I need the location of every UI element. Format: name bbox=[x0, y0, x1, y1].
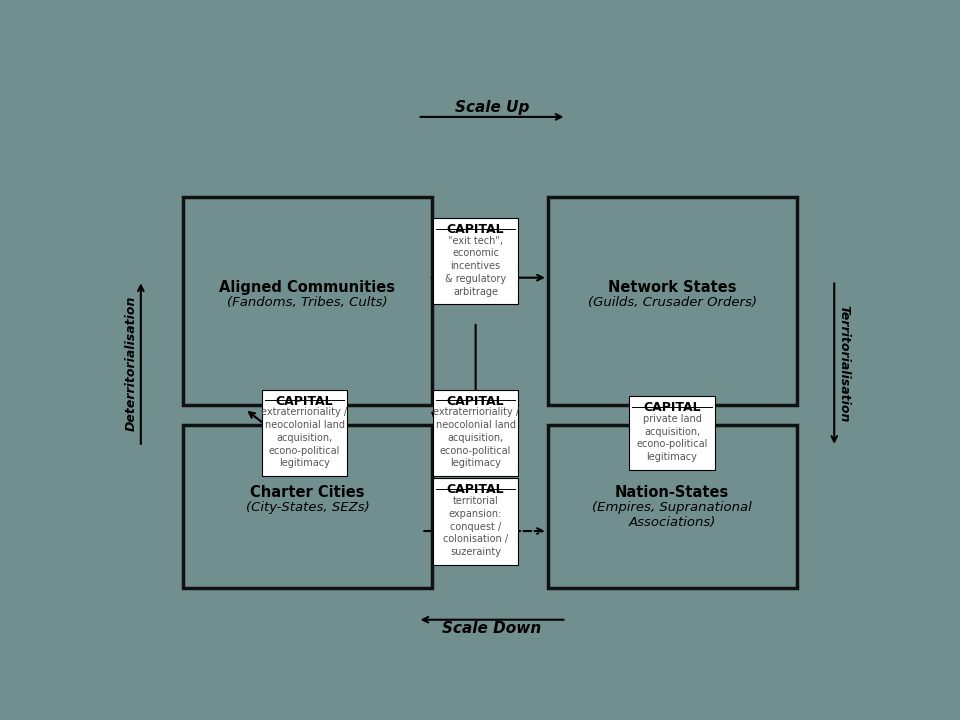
Text: Deterritorialisation: Deterritorialisation bbox=[125, 296, 137, 431]
Text: econo-political: econo-political bbox=[269, 446, 340, 456]
Bar bbox=[433, 390, 518, 476]
Text: legitimacy: legitimacy bbox=[647, 452, 698, 462]
Text: CAPITAL: CAPITAL bbox=[643, 401, 701, 414]
Text: extraterrioriality /: extraterrioriality / bbox=[261, 408, 348, 418]
Text: acquisition,: acquisition, bbox=[644, 426, 700, 436]
Text: private land: private land bbox=[642, 414, 702, 424]
Text: "exit tech",: "exit tech", bbox=[448, 235, 503, 246]
Text: acquisition,: acquisition, bbox=[447, 433, 504, 443]
Text: incentives: incentives bbox=[450, 261, 501, 271]
Bar bbox=[548, 197, 797, 405]
Text: & regulatory: & regulatory bbox=[445, 274, 506, 284]
Text: economic: economic bbox=[452, 248, 499, 258]
Text: econo-political: econo-political bbox=[440, 446, 512, 456]
Text: Associations): Associations) bbox=[629, 516, 716, 528]
Text: acquisition,: acquisition, bbox=[276, 433, 332, 443]
Text: (Guilds, Crusader Orders): (Guilds, Crusader Orders) bbox=[588, 296, 756, 309]
Text: CAPITAL: CAPITAL bbox=[446, 222, 504, 235]
Bar bbox=[548, 425, 797, 588]
Text: suzerainty: suzerainty bbox=[450, 547, 501, 557]
Bar bbox=[183, 197, 432, 405]
Text: colonisation /: colonisation / bbox=[444, 534, 508, 544]
Text: CAPITAL: CAPITAL bbox=[276, 395, 333, 408]
Bar bbox=[433, 217, 518, 305]
Text: Nation-States: Nation-States bbox=[615, 485, 730, 500]
Bar bbox=[183, 425, 432, 588]
Text: extraterrioriality /: extraterrioriality / bbox=[433, 408, 518, 418]
Text: (City-States, SEZs): (City-States, SEZs) bbox=[246, 501, 370, 514]
Text: Charter Cities: Charter Cities bbox=[251, 485, 365, 500]
Text: Scale Down: Scale Down bbox=[443, 621, 541, 636]
Bar bbox=[262, 390, 348, 476]
Text: expansion:: expansion: bbox=[449, 509, 502, 519]
Text: Territorialisation: Territorialisation bbox=[837, 305, 851, 423]
Text: neocolonial land: neocolonial land bbox=[265, 420, 345, 430]
Text: (Empires, Supranational: (Empires, Supranational bbox=[592, 501, 752, 514]
Text: conquest /: conquest / bbox=[450, 521, 501, 531]
Text: CAPITAL: CAPITAL bbox=[446, 483, 504, 496]
Text: arbitrage: arbitrage bbox=[453, 287, 498, 297]
Text: econo-political: econo-political bbox=[636, 439, 708, 449]
Text: territorial: territorial bbox=[453, 496, 498, 506]
Text: Scale Up: Scale Up bbox=[455, 100, 529, 115]
Text: neocolonial land: neocolonial land bbox=[436, 420, 516, 430]
Bar bbox=[433, 478, 518, 565]
Text: Network States: Network States bbox=[608, 280, 736, 295]
Text: legitimacy: legitimacy bbox=[450, 459, 501, 469]
Text: (Fandoms, Tribes, Cults): (Fandoms, Tribes, Cults) bbox=[228, 296, 388, 309]
Text: Aligned Communities: Aligned Communities bbox=[220, 280, 396, 295]
Bar bbox=[629, 396, 715, 469]
Text: CAPITAL: CAPITAL bbox=[446, 395, 504, 408]
Text: legitimacy: legitimacy bbox=[279, 459, 330, 469]
